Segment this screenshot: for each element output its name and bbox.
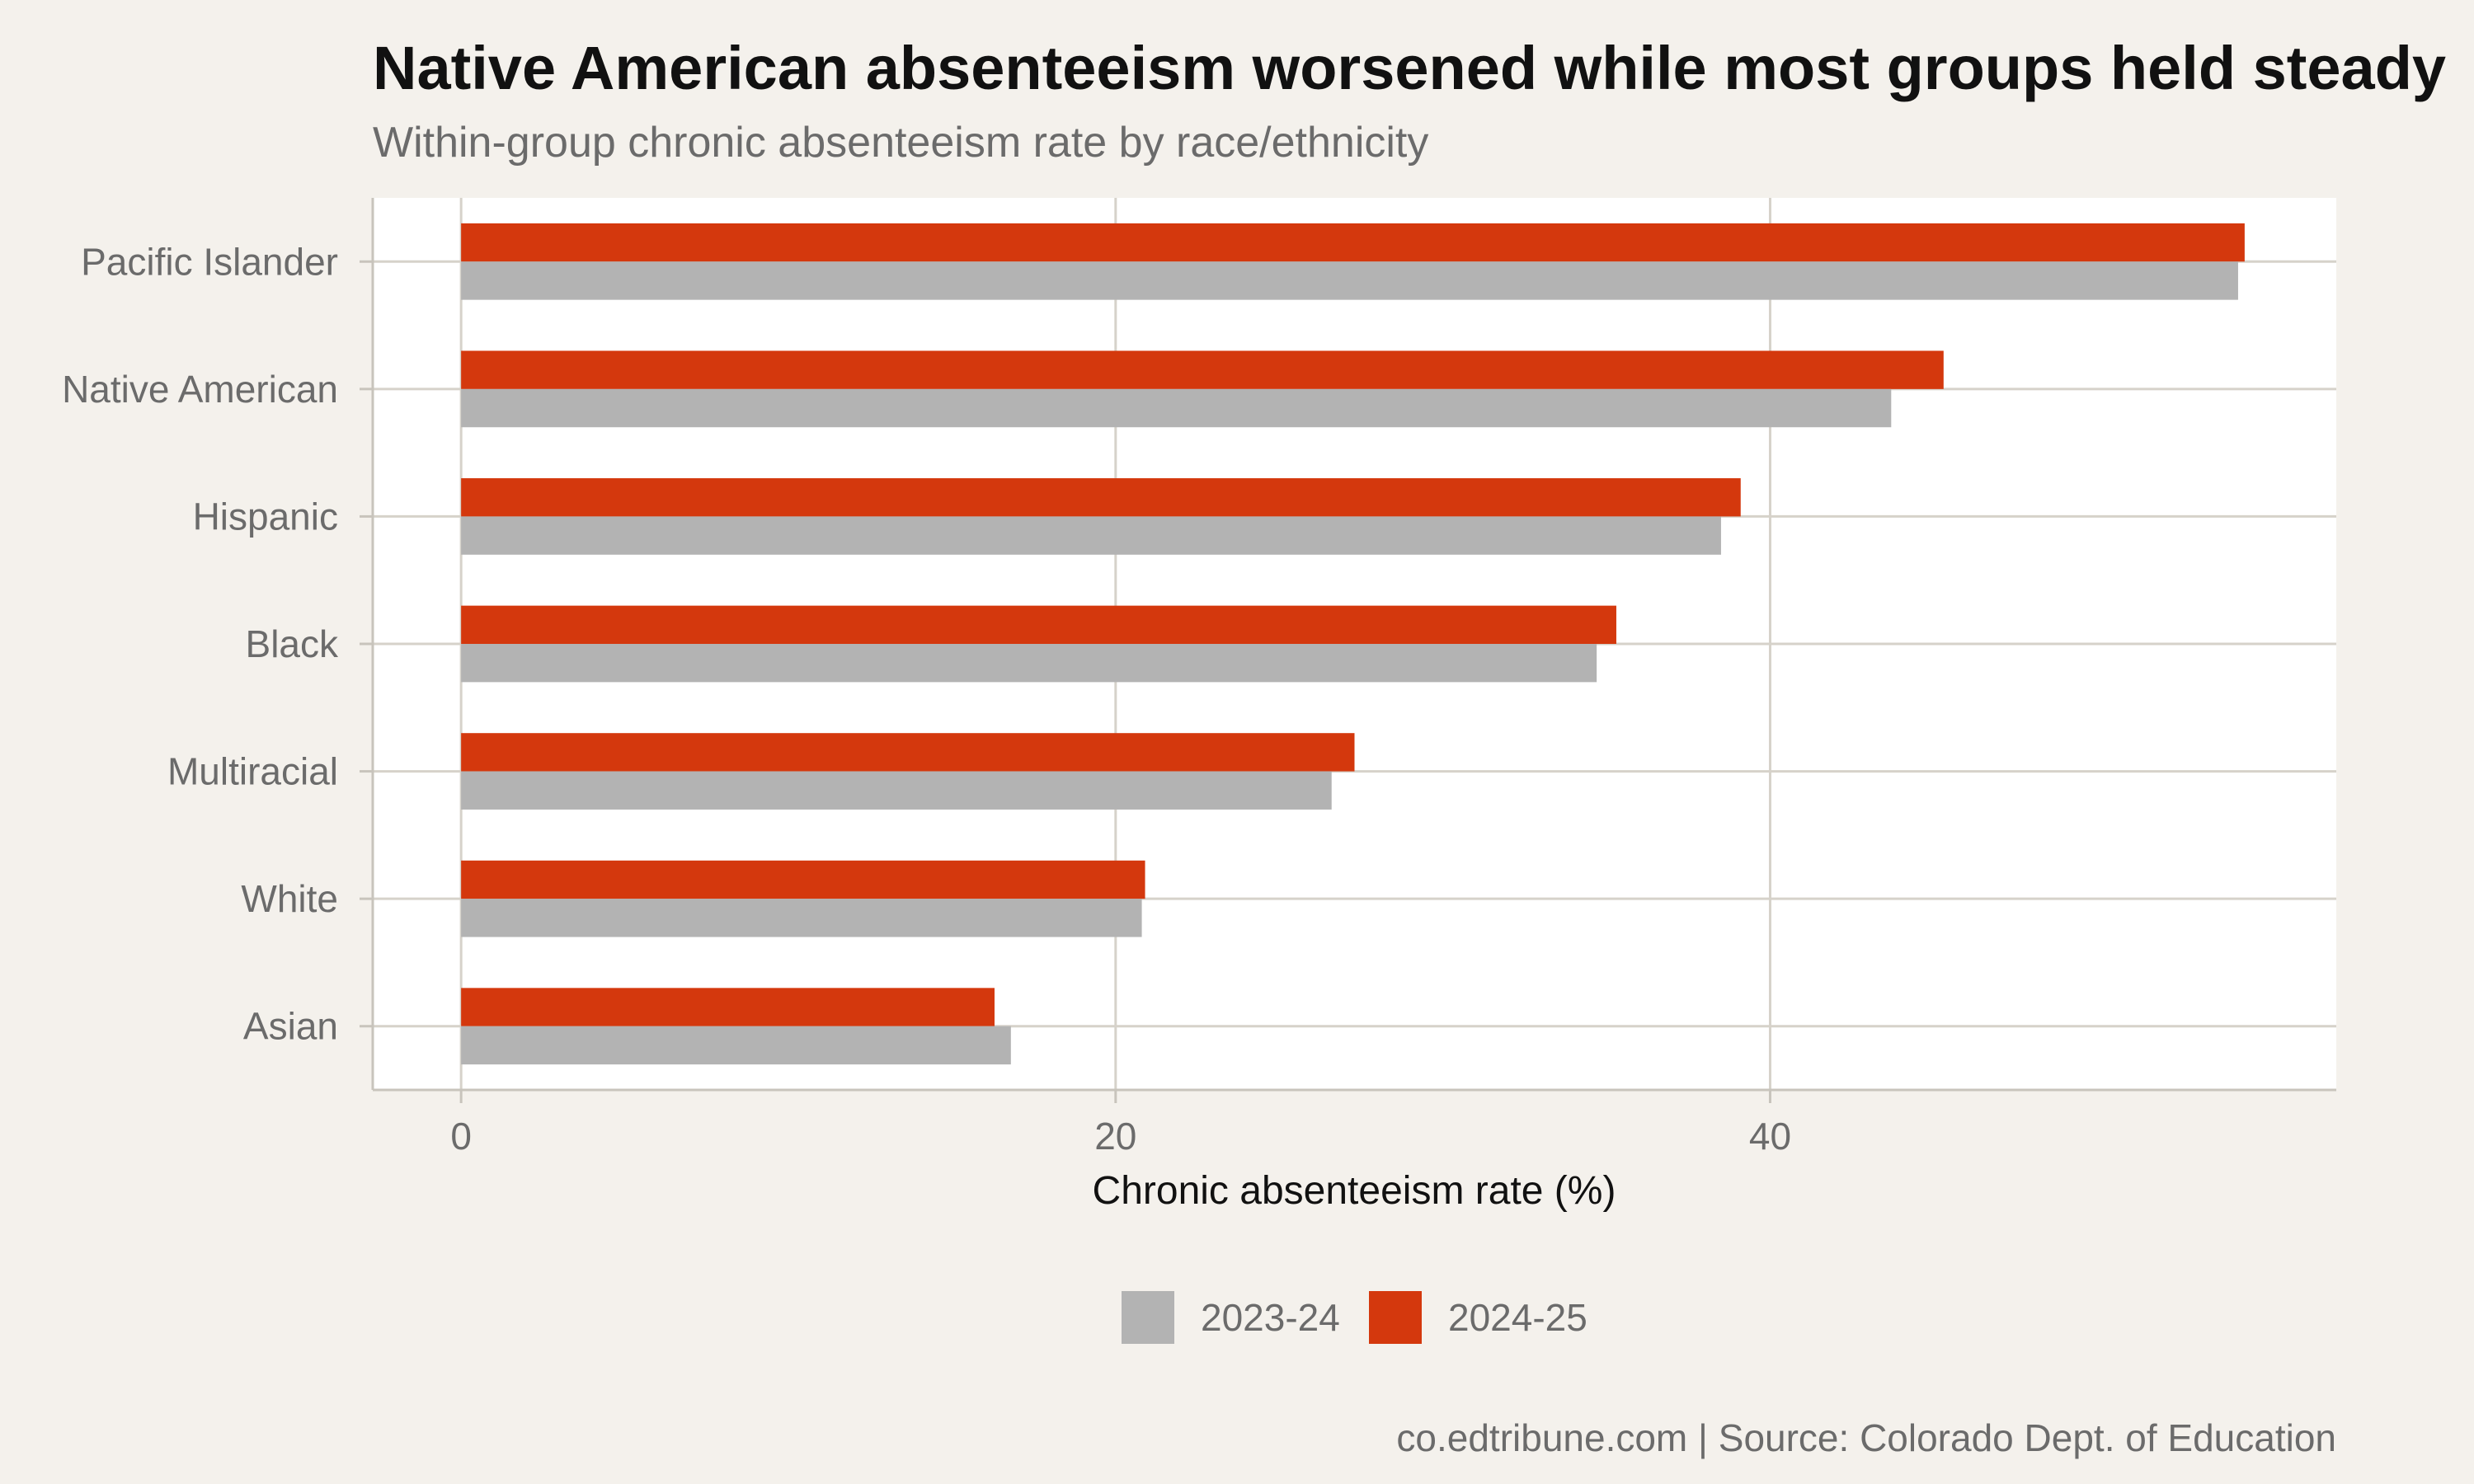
y-tick-label: Asian: [243, 1005, 338, 1048]
y-tick-label: White: [241, 877, 338, 920]
bars: [461, 223, 2245, 1065]
legend: 2023-24 2024-25: [1122, 1291, 1587, 1344]
legend-swatch: [1369, 1291, 1422, 1344]
chart-caption: co.edtribune.com | Source: Colorado Dept…: [1396, 1416, 2336, 1459]
bar-2024-25-native-american: [461, 350, 1944, 389]
x-tick-label: 0: [450, 1115, 472, 1158]
chart-subtitle: Within-group chronic absenteeism rate by…: [373, 119, 1428, 167]
legend-label: 2023-24: [1201, 1296, 1340, 1339]
legend-swatch: [1122, 1291, 1174, 1344]
y-tick-label: Hispanic: [193, 495, 338, 538]
y-tick-label: Native American: [62, 368, 338, 411]
y-tick-label: Multiracial: [167, 750, 338, 793]
bar-2024-25-pacific-islander: [461, 223, 2245, 262]
bar-2023-24-white: [461, 899, 1142, 937]
legend-label: 2024-25: [1448, 1296, 1587, 1339]
bar-2023-24-asian: [461, 1026, 1011, 1065]
bar-2024-25-black: [461, 605, 1616, 644]
x-tick-label: 40: [1749, 1115, 1791, 1158]
bar-2023-24-pacific-islander: [461, 261, 2238, 300]
bar-2024-25-asian: [461, 988, 995, 1026]
bar-2023-24-multiracial: [461, 771, 1332, 810]
y-axis-ticks: Pacific Islander Native American Hispanic B…: [62, 240, 373, 1048]
y-tick-label: Black: [246, 622, 339, 665]
x-axis-title: Chronic absenteeism rate (%): [1093, 1169, 1616, 1213]
chart-title: Native American absenteeism worsened whi…: [373, 34, 2446, 102]
bar-2024-25-hispanic: [461, 478, 1741, 517]
x-tick-label: 20: [1094, 1115, 1136, 1158]
y-tick-label: Pacific Islander: [81, 240, 338, 283]
x-axis-ticks: 0 20 40: [450, 1090, 1791, 1158]
bar-2024-25-multiracial: [461, 733, 1355, 772]
bar-2023-24-hispanic: [461, 516, 1721, 555]
bar-2023-24-native-american: [461, 388, 1892, 428]
bar-2023-24-black: [461, 644, 1597, 683]
bar-2024-25-white: [461, 860, 1145, 899]
